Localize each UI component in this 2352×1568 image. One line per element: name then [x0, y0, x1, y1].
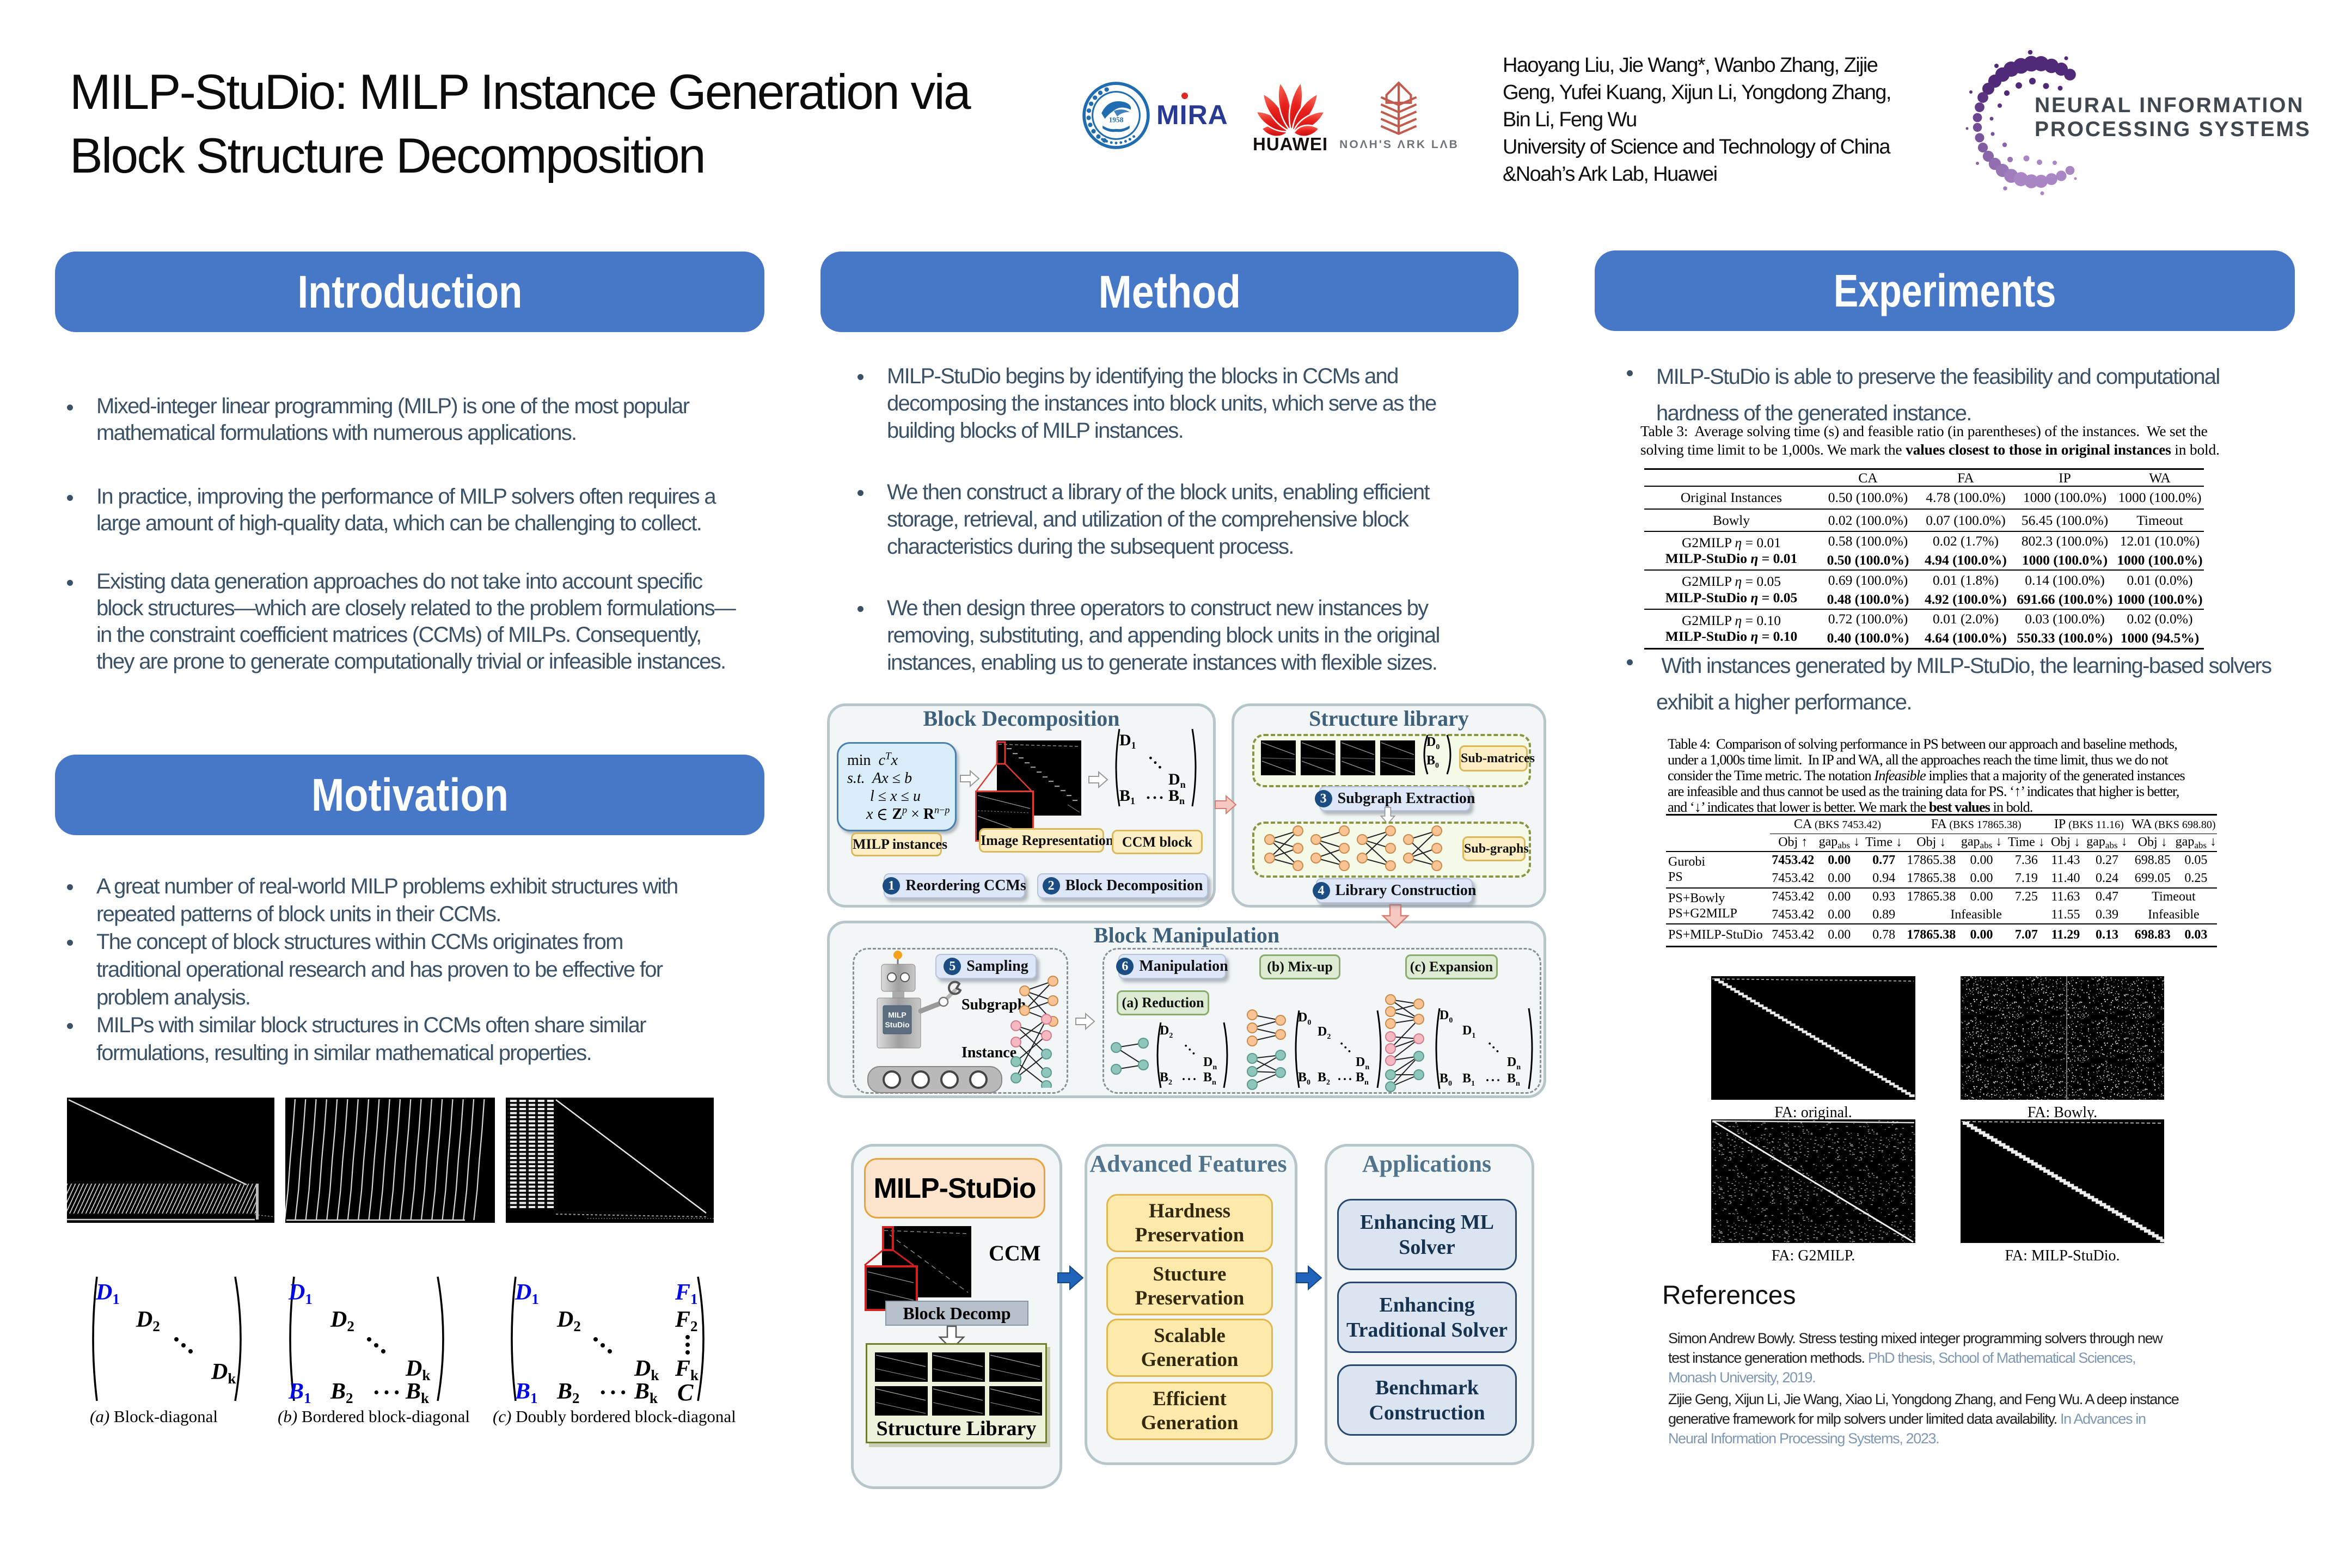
svg-text:1958: 1958 — [1109, 115, 1124, 124]
svg-text:MILP: MILP — [888, 1010, 906, 1019]
svg-text:StuDio: StuDio — [885, 1020, 909, 1029]
